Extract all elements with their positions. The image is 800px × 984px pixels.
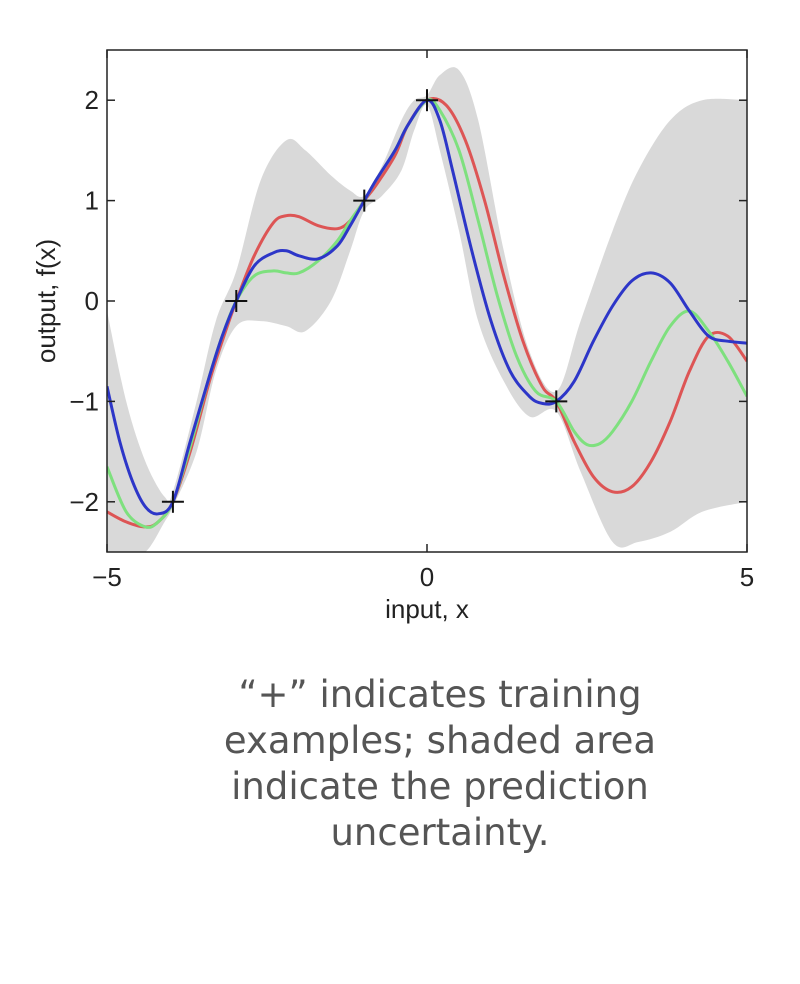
training-point-marker xyxy=(545,390,568,413)
y-tick-label: −1 xyxy=(69,386,99,416)
sample-line-3 xyxy=(107,98,747,516)
y-tick-label: −2 xyxy=(69,487,99,517)
x-tick-label: −5 xyxy=(92,562,122,592)
x-tick-label: 5 xyxy=(740,562,754,592)
training-point-marker xyxy=(416,89,438,112)
gp-chart: −5 0 5 −2 −1 0 1 2 input, x output, f(x) xyxy=(31,49,754,624)
figure-caption: “+” indicates training examples; shaded … xyxy=(223,673,657,854)
training-point-marker xyxy=(353,189,376,212)
y-tick-label: 0 xyxy=(85,286,99,316)
y-tick-label: 2 xyxy=(85,85,99,115)
x-tick-label: 0 xyxy=(420,562,434,592)
uncertainty-band xyxy=(107,67,747,552)
y-axis-label: output, f(x) xyxy=(31,239,61,363)
y-tick-label: 1 xyxy=(85,186,99,216)
training-point-marker xyxy=(225,290,248,312)
training-point-marker xyxy=(161,490,184,513)
x-axis-label: input, x xyxy=(385,594,469,624)
